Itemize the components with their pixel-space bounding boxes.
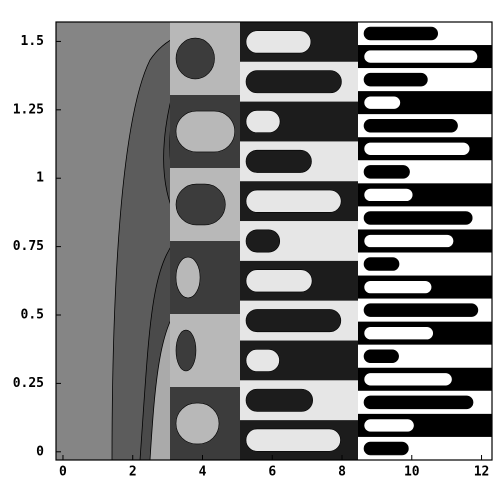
region xyxy=(363,303,479,317)
y-tick-label: 0.75 xyxy=(13,239,44,254)
region xyxy=(363,211,473,225)
y-tick-label: 1 xyxy=(36,171,44,186)
region xyxy=(175,37,215,80)
region xyxy=(363,72,428,87)
region xyxy=(363,95,401,110)
region xyxy=(245,269,313,293)
region xyxy=(175,402,220,445)
region xyxy=(245,70,342,94)
y-tick-label: 0 xyxy=(36,444,44,459)
region xyxy=(175,329,197,372)
region xyxy=(175,110,236,153)
region xyxy=(245,309,342,333)
region xyxy=(363,165,410,179)
region xyxy=(175,256,201,299)
region xyxy=(245,229,281,253)
region xyxy=(363,418,415,433)
contour-plot xyxy=(56,22,492,460)
region xyxy=(245,30,312,54)
region xyxy=(245,110,281,133)
region xyxy=(363,26,438,41)
region xyxy=(363,326,434,340)
y-tick-label: 0.5 xyxy=(21,308,44,323)
y-tick-label: 1.5 xyxy=(21,34,44,49)
x-tick-label: 2 xyxy=(129,465,137,480)
region xyxy=(363,234,454,248)
region xyxy=(363,49,478,64)
y-tick-label: 1.25 xyxy=(13,102,44,117)
plot-frame xyxy=(55,21,493,461)
x-tick-label: 0 xyxy=(59,465,67,480)
x-tick-label: 8 xyxy=(338,465,346,480)
region xyxy=(363,372,453,387)
region xyxy=(363,441,409,456)
region xyxy=(363,188,414,202)
y-tick-label: 0.25 xyxy=(13,376,44,391)
region xyxy=(245,149,312,173)
region xyxy=(245,189,342,213)
region xyxy=(363,280,433,294)
region xyxy=(363,349,399,364)
region xyxy=(363,257,400,271)
region xyxy=(245,349,280,372)
region xyxy=(245,388,313,412)
region xyxy=(363,118,458,133)
region xyxy=(363,142,471,156)
region xyxy=(363,395,474,410)
x-tick-label: 10 xyxy=(404,465,420,480)
x-tick-label: 6 xyxy=(268,465,276,480)
x-tick-label: 4 xyxy=(199,465,207,480)
x-tick-label: 12 xyxy=(474,465,490,480)
region xyxy=(245,428,341,452)
region xyxy=(175,183,226,226)
